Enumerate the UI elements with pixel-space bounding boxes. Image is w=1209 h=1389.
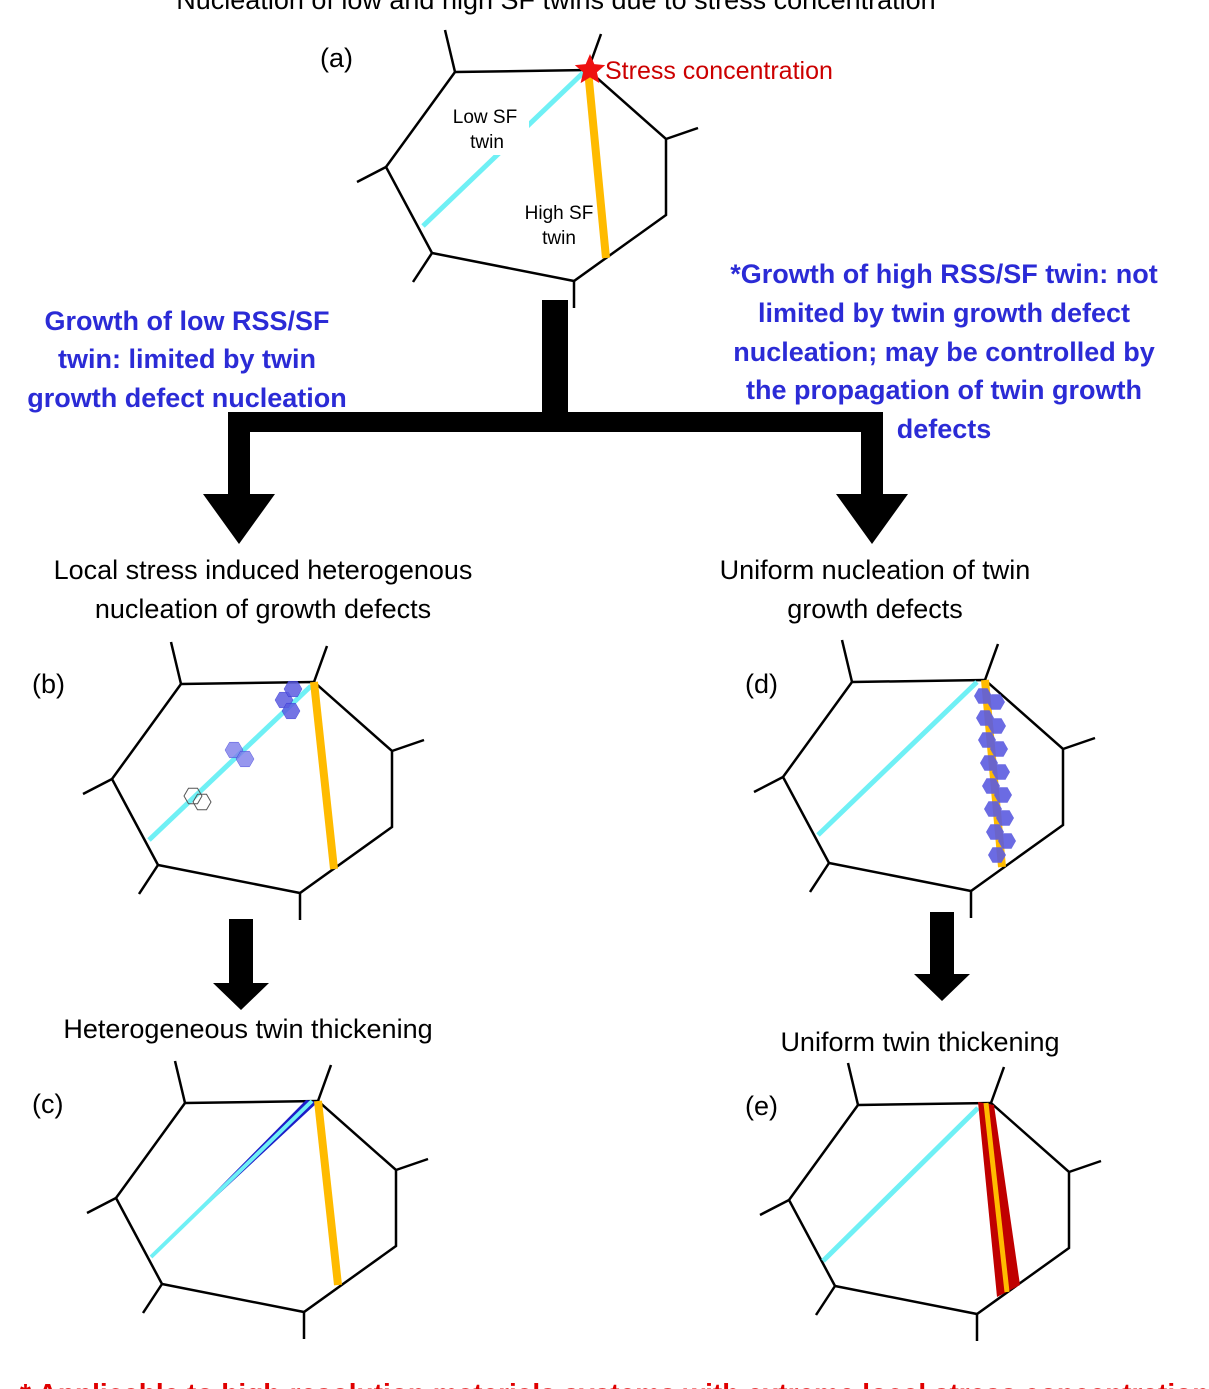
arrow-down-icon xyxy=(203,494,275,544)
panel-c: (c) xyxy=(32,1059,430,1341)
left-branch-annotation: Growth of low RSS/SF twin: limited by tw… xyxy=(27,306,347,413)
arrow-down-icon xyxy=(836,494,908,544)
panel-b-label: (b) xyxy=(32,669,65,699)
high-sf-label-line2: twin xyxy=(542,228,576,249)
right-annotation-line3: nucleation; may be controlled by xyxy=(733,337,1155,367)
panel-b: (b) xyxy=(32,640,426,922)
grain-b xyxy=(81,640,426,922)
right-branch-annotation: *Growth of high RSS/SF twin: not limited… xyxy=(730,259,1157,444)
arrow-down-icon xyxy=(213,919,269,1010)
low-sf-label-line1: Low SF xyxy=(453,107,517,128)
grain-c xyxy=(85,1059,430,1341)
high-sf-twin xyxy=(584,69,610,259)
uniform-defect-column xyxy=(974,688,1016,863)
panel-d-label: (d) xyxy=(745,669,778,699)
left-annotation-line2: twin: limited by twin xyxy=(58,344,316,374)
footer-note: * Applicable to high-resolution material… xyxy=(20,1378,1209,1389)
right-annotation-line1: *Growth of high RSS/SF twin: not xyxy=(730,259,1157,289)
grain-a: Low SF twin High SF twin xyxy=(355,28,700,310)
panel-e-label: (e) xyxy=(745,1091,778,1121)
left-annotation-line1: Growth of low RSS/SF xyxy=(45,306,330,336)
left-step1-line1: Local stress induced heterogenous xyxy=(54,555,473,585)
low-sf-twin xyxy=(821,1106,980,1263)
high-sf-twin xyxy=(983,1102,1010,1293)
left-step1-line2: nucleation of growth defects xyxy=(95,594,431,624)
left-step2-label: Heterogeneous twin thickening xyxy=(63,1014,432,1044)
low-sf-label-line2: twin xyxy=(470,132,504,153)
diagram-title: Nucleation of low and high SF twins due … xyxy=(176,0,935,15)
left-annotation-line3: growth defect nucleation xyxy=(27,383,347,413)
right-annotation-line4: the propagation of twin growth xyxy=(746,375,1142,405)
grain-d xyxy=(752,638,1097,920)
high-sf-label-line1: High SF xyxy=(525,203,594,224)
panel-a-label: (a) xyxy=(320,43,353,73)
high-sf-twin xyxy=(314,1100,342,1286)
right-annotation-line5: defects xyxy=(897,414,992,444)
panel-a: (a) Low SF twin High SF twin Stress conc… xyxy=(320,28,833,310)
branch-arrows xyxy=(203,300,908,544)
grain-e xyxy=(758,1061,1103,1343)
star-icon xyxy=(574,54,606,84)
panel-c-label: (c) xyxy=(32,1089,63,1119)
right-step1-line2: growth defects xyxy=(787,594,963,624)
right-annotation-line2: limited by twin growth defect xyxy=(758,298,1130,328)
right-step1-line1: Uniform nucleation of twin xyxy=(720,555,1031,585)
high-sf-twin xyxy=(310,681,338,870)
stress-concentration-label: Stress concentration xyxy=(605,57,833,85)
arrow-down-icon xyxy=(914,912,970,1001)
panel-e: (e) xyxy=(745,1061,1103,1343)
low-sf-twin xyxy=(149,1099,314,1259)
panel-d: (d) xyxy=(745,638,1097,920)
low-sf-twin xyxy=(816,680,979,837)
right-step2-label: Uniform twin thickening xyxy=(780,1027,1059,1057)
